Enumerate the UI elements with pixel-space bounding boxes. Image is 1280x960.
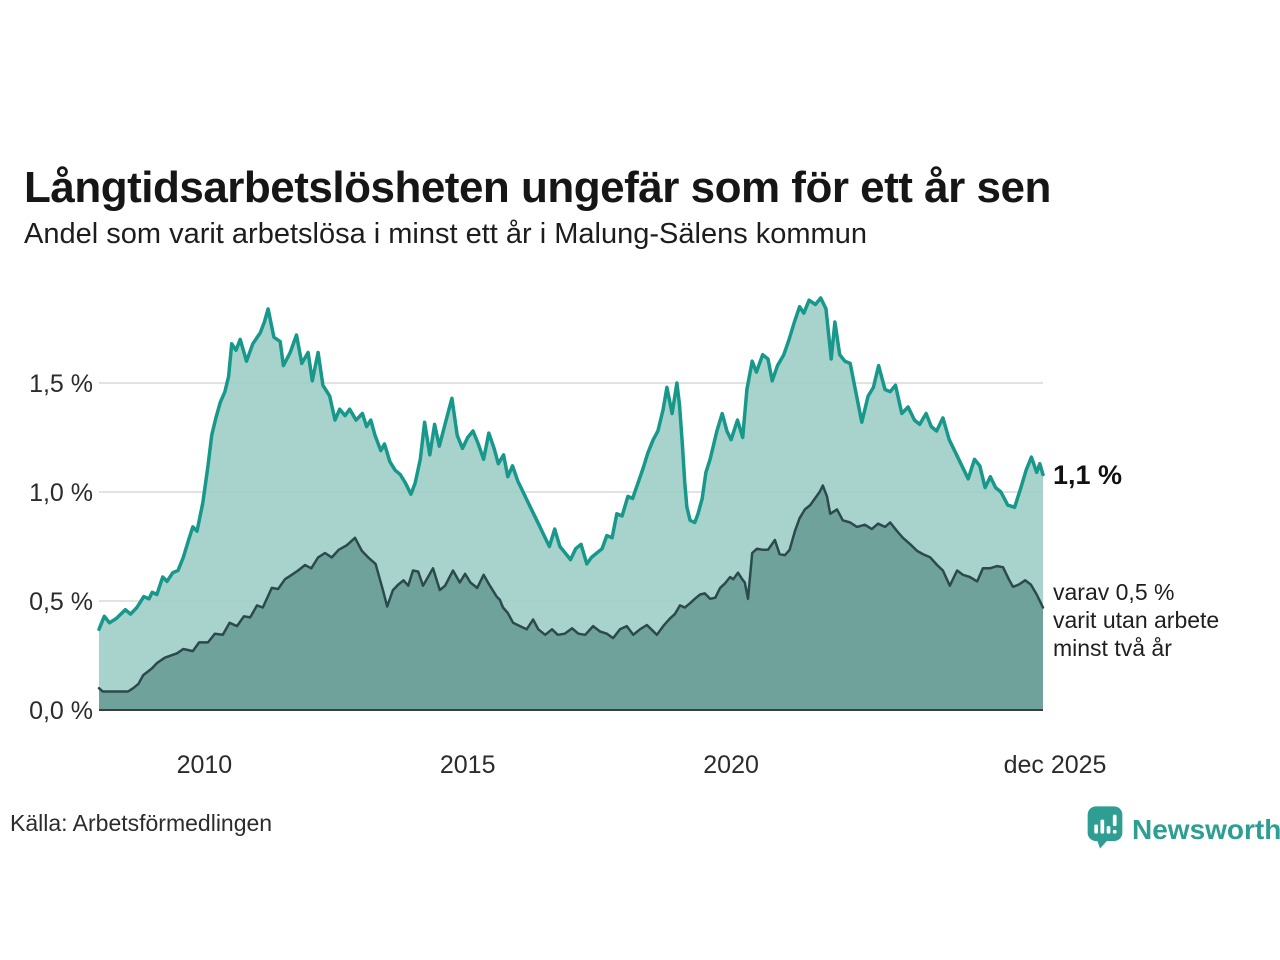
page-subtitle: Andel som varit arbetslösa i minst ett å… [24,218,867,250]
line-minst-ett-ar [97,296,1045,632]
y-tick-label: 1,0 % [29,479,93,507]
x-tick-label: 2015 [440,751,496,779]
note-line: varav 0,5 % [1053,579,1175,605]
x-tick-label: 2020 [703,751,759,779]
y-tick-label: 0,0 % [29,697,93,725]
last-value-label: 1,1 % [1053,460,1123,490]
y-tick-label: 1,5 % [29,370,93,398]
source-credit: Källa: Arbetsförmedlingen [10,810,273,836]
brand-name: Newsworthy [1132,813,1280,845]
secondary-value-note: varav 0,5 % varit utan arbete minst två … [1053,578,1219,662]
y-tick-label: 0,5 % [29,588,93,616]
line-minst-tva-ar [97,484,1045,693]
newsworthy-brand: Newsworthy [1086,804,1280,855]
note-line: minst två år [1053,635,1172,661]
area-minst-tva-ar [99,485,1043,710]
x-tick-label: 2010 [177,751,233,779]
newsworthy-logo-icon [1086,804,1124,855]
note-line: varit utan arbete [1053,607,1220,633]
x-tick-label: dec 2025 [1004,751,1107,779]
page-title: Långtidsarbetslösheten ungefär som för e… [24,163,1051,213]
